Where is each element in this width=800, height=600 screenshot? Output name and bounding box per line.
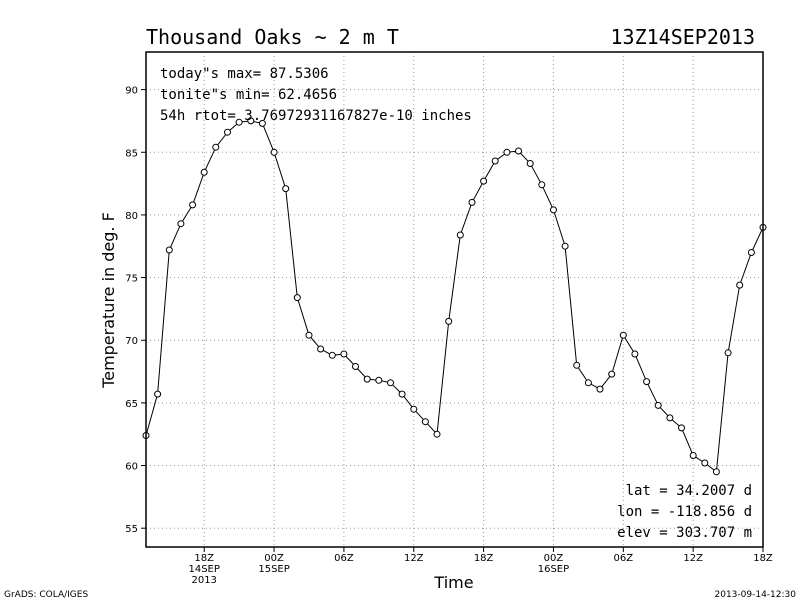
data-point	[550, 206, 557, 214]
y-tick-label: 70	[125, 336, 138, 347]
data-point	[212, 143, 220, 151]
x-tick-label: 18Z	[753, 553, 773, 564]
data-point	[387, 379, 394, 387]
y-tick-label: 55	[125, 524, 138, 535]
footer-grads: GrADS: COLA/IGES	[4, 590, 88, 600]
data-point	[584, 379, 592, 387]
data-point	[352, 363, 359, 370]
data-point	[293, 294, 301, 302]
data-point	[526, 160, 534, 167]
data-point	[165, 246, 173, 254]
data-point	[398, 390, 406, 398]
x-tick-label: 14SEP	[188, 564, 219, 575]
x-tick-label: 15SEP	[258, 564, 289, 575]
data-point	[724, 349, 732, 357]
data-point	[503, 148, 511, 156]
data-point	[456, 231, 464, 239]
data-point	[596, 385, 604, 393]
data-point	[619, 331, 627, 339]
y-axis-ticks: 55 60 65 70 75 80 85 90	[125, 86, 146, 535]
chart-datetime: 13Z14SEP2013	[611, 25, 756, 49]
data-point	[433, 430, 441, 438]
plot-frame	[145, 51, 764, 548]
data-point	[561, 242, 569, 250]
data-point	[678, 424, 685, 432]
data-point	[224, 128, 231, 136]
data-point	[317, 345, 325, 353]
y-tick-label: 65	[125, 399, 138, 410]
data-point	[305, 331, 313, 339]
data-point	[736, 281, 744, 289]
x-tick-label: 00Z	[264, 553, 284, 564]
data-point	[328, 351, 336, 359]
y-tick-label: 85	[125, 148, 138, 159]
data-point	[189, 201, 197, 209]
data-point	[340, 350, 348, 358]
data-point	[177, 220, 185, 228]
data-point	[573, 361, 581, 369]
data-point	[654, 401, 662, 409]
stat-rtot: 54h rtot= 3.76972931167827e-10 inches	[160, 108, 472, 124]
x-tick-label: 06Z	[614, 553, 634, 564]
data-point	[747, 249, 755, 256]
y-axis-label: Temperature in deg. F	[99, 212, 118, 389]
data-point	[270, 148, 278, 156]
x-tick-label: 06Z	[334, 553, 354, 564]
data-point	[200, 168, 208, 176]
data-point	[515, 147, 522, 155]
location-lon: lon = -118.856 d	[617, 504, 752, 520]
data-point	[701, 459, 709, 467]
data-point	[491, 157, 499, 165]
data-point	[608, 370, 616, 378]
data-point	[538, 181, 546, 189]
chart-title: Thousand Oaks ~ 2 m T	[146, 25, 399, 49]
y-tick-label: 60	[125, 462, 138, 473]
y-tick-label: 75	[125, 274, 138, 285]
data-point	[480, 177, 488, 185]
temperature-series	[142, 117, 767, 476]
x-tick-label: 16SEP	[538, 564, 569, 575]
data-point	[689, 452, 697, 459]
data-point	[410, 405, 418, 413]
data-point	[631, 350, 639, 358]
x-tick-label: 2013	[191, 575, 216, 586]
location-elev: elev = 303.707 m	[617, 525, 752, 541]
data-point	[666, 414, 674, 422]
data-point	[375, 376, 383, 384]
data-point	[445, 317, 453, 325]
data-point	[712, 468, 720, 476]
y-tick-label: 80	[125, 211, 138, 222]
data-point	[421, 418, 429, 426]
x-axis-label: Time	[433, 573, 473, 592]
location-lat: lat = 34.2007 d	[626, 483, 752, 499]
x-tick-label: 00Z	[544, 553, 564, 564]
footer-timestamp: 2013-09-14-12:30	[715, 590, 797, 600]
data-point	[643, 378, 651, 386]
data-point	[363, 375, 371, 383]
data-point	[247, 117, 255, 125]
data-point	[468, 198, 476, 206]
x-tick-label: 12Z	[683, 553, 703, 564]
x-tick-label: 12Z	[404, 553, 424, 564]
x-tick-label: 18Z	[474, 553, 494, 564]
y-tick-label: 90	[125, 86, 138, 97]
data-point	[154, 390, 162, 398]
x-tick-label: 18Z	[194, 553, 214, 564]
stat-min: tonite"s min= 62.4656	[160, 87, 337, 103]
data-point	[282, 185, 290, 193]
data-point	[258, 119, 266, 127]
stat-max: today"s max= 87.5306	[160, 66, 329, 82]
data-point	[235, 118, 243, 126]
